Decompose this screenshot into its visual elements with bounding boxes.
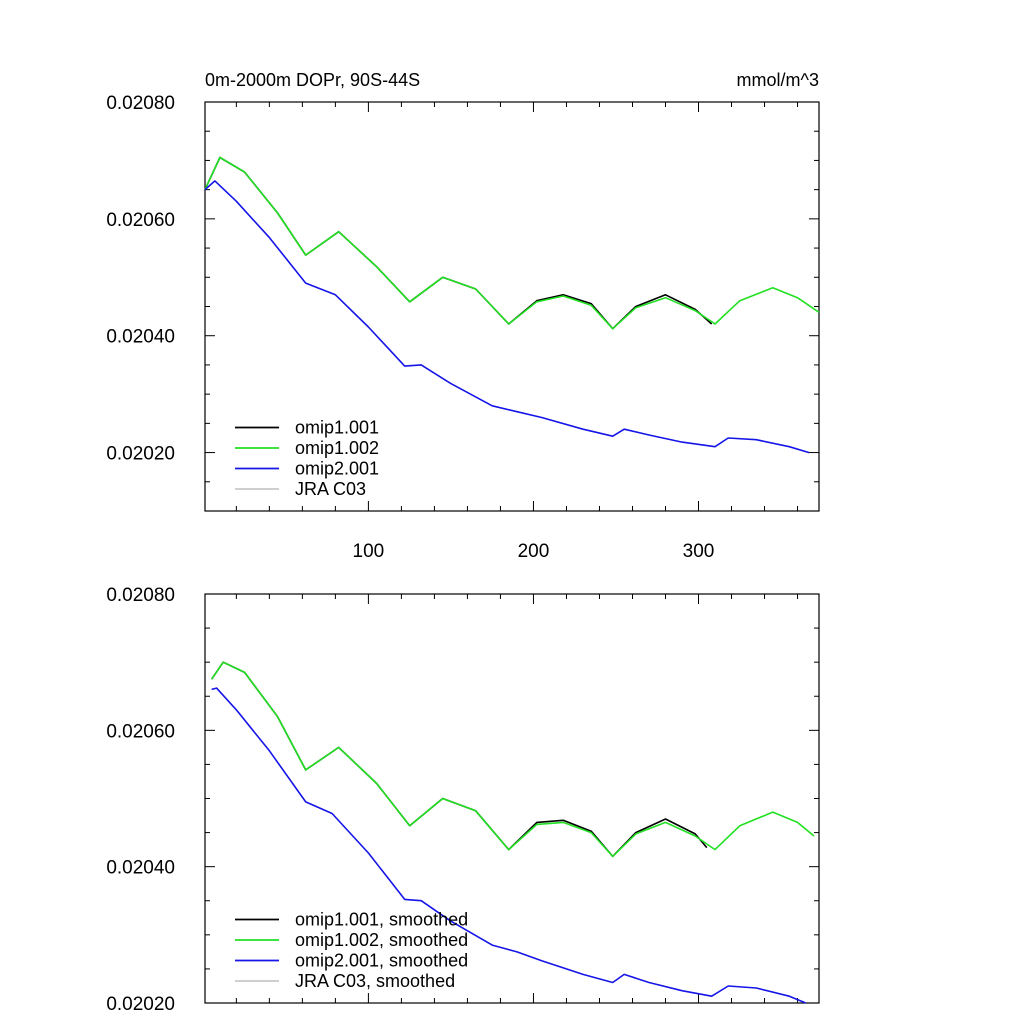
- legend-label: omip2.001: [295, 459, 379, 479]
- y-tick-label: 0.02080: [106, 585, 175, 606]
- bottom-panel-series: [210, 661, 815, 1004]
- units-label: mmol/m^3: [737, 70, 819, 90]
- y-tick-label: 0.02040: [106, 858, 175, 879]
- legend-label: JRA C03: [295, 479, 366, 499]
- legend-label: omip2.001, smoothed: [295, 951, 468, 971]
- bottom-panel-y-tick-labels: 0.02020 0.02040 0.02060 0.02080: [106, 585, 175, 1015]
- y-tick-label: 0.02060: [106, 210, 175, 231]
- y-tick-label: 0.02040: [106, 327, 175, 348]
- top-panel-series: [204, 156, 820, 454]
- y-tick-label: 0.02020: [106, 994, 175, 1015]
- top-panel-y-tick-labels: 0.02020 0.02040 0.02060 0.02080: [106, 93, 175, 465]
- series-line: [204, 180, 810, 454]
- legend-label: omip1.001, smoothed: [295, 910, 468, 930]
- y-tick-label: 0.02080: [106, 93, 175, 114]
- series-line: [211, 687, 807, 1004]
- chart-title: 0m-2000m DOPr, 90S-44S: [205, 70, 420, 90]
- bottom-panel: 0.02020 0.02040 0.02060 0.02080 omip1.001, …: [106, 585, 820, 1015]
- bottom-panel-ticks: [205, 594, 819, 1003]
- legend-label: omip1.001: [295, 418, 379, 438]
- x-tick-label: 200: [518, 541, 550, 562]
- top-panel-ticks: [205, 102, 819, 511]
- legend-label: omip1.002: [295, 438, 379, 458]
- legend-label: omip1.002, smoothed: [295, 930, 468, 950]
- x-tick-label: 300: [683, 541, 715, 562]
- y-tick-label: 0.02060: [106, 721, 175, 742]
- x-tick-label: 100: [353, 541, 385, 562]
- top-panel: 0m-2000m DOPr, 90S-44S mmol/m^3 0.020200…: [106, 70, 820, 562]
- series-line: [204, 156, 820, 330]
- y-tick-label: 0.02020: [106, 444, 175, 465]
- legend-label: JRA C03, smoothed: [295, 971, 455, 991]
- series-line: [210, 661, 815, 858]
- top-panel-x-tick-labels: 100 200 300: [353, 541, 715, 562]
